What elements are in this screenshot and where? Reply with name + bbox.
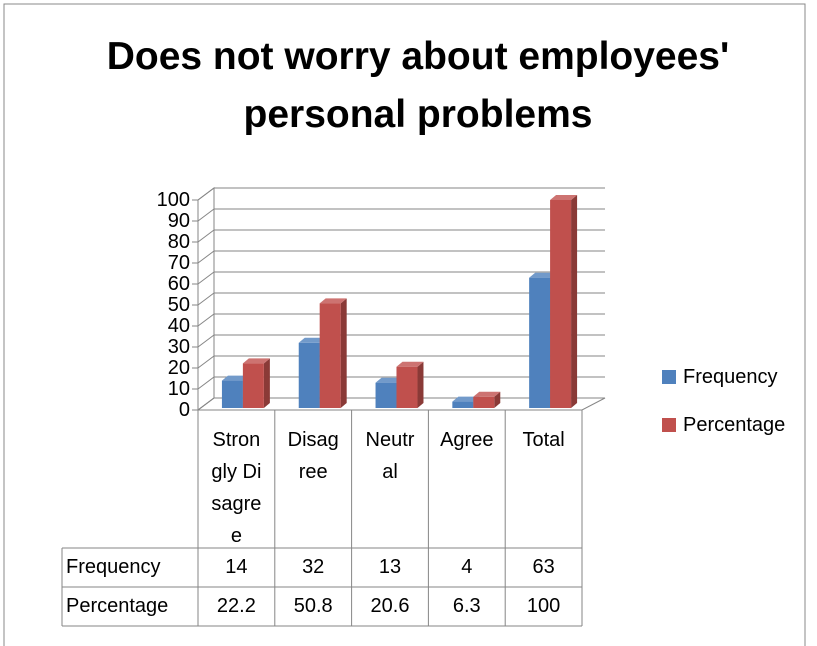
chart-border: [3, 3, 806, 646]
y-tick-label: 40: [167, 315, 190, 337]
bar-front: [221, 380, 243, 408]
bar: [473, 391, 501, 408]
grid-line: [197, 229, 605, 243]
y-tick-label: 20: [167, 357, 190, 379]
bar-front: [375, 382, 397, 408]
table-row-label: Frequency: [66, 556, 161, 578]
y-tick-label: 100: [156, 189, 190, 211]
bar-top: [550, 195, 578, 200]
bar-front: [529, 277, 551, 408]
grid-line: [197, 250, 605, 264]
bar: [550, 195, 578, 408]
bar-side: [417, 361, 424, 408]
grid-line: [197, 376, 605, 390]
bar: [242, 358, 270, 408]
table-value: 20.6: [370, 595, 410, 617]
bar-top: [298, 337, 326, 343]
x-tick-label: Disagree: [287, 429, 339, 483]
grid-line: [197, 355, 605, 369]
chart-title: Does not worry about employees' personal…: [106, 35, 730, 136]
y-tick-label: 0: [178, 399, 190, 421]
bar-top: [473, 391, 501, 397]
bar-top: [452, 396, 480, 402]
bar-front: [298, 342, 320, 408]
bar-side: [263, 358, 270, 408]
x-tick-label: Agree: [440, 429, 494, 451]
bar-front: [452, 401, 474, 408]
bar-side: [571, 195, 578, 408]
bar-top: [375, 377, 403, 383]
table-value: 13: [378, 556, 402, 578]
bar-front: [473, 396, 495, 408]
x-tick-label: Total: [522, 429, 565, 451]
table-row-label: Percentage: [66, 595, 169, 617]
grid-line: [197, 292, 605, 306]
bar-top: [242, 358, 270, 364]
bar-front: [396, 366, 418, 408]
grid-line: [197, 313, 605, 327]
y-tick-label: 80: [167, 231, 190, 253]
table-value: 14: [225, 556, 248, 578]
y-tick-label: 10: [167, 378, 190, 400]
table-value: 32: [302, 556, 325, 578]
table-value: 6.3: [452, 595, 481, 617]
legend-label: Frequency: [683, 366, 778, 388]
table-value: 50.8: [293, 595, 333, 617]
y-tick-label: 90: [167, 210, 190, 232]
grid-line: [197, 271, 605, 285]
bar-front: [319, 303, 341, 408]
legend-swatch: [662, 370, 676, 384]
bar-top: [396, 361, 424, 367]
bar-top: [319, 298, 347, 304]
bar-side: [340, 298, 347, 408]
y-tick-label: 70: [167, 252, 190, 274]
bar-side: [494, 391, 501, 408]
table-value: 4: [461, 556, 473, 578]
table-value: 22.2: [216, 595, 256, 617]
grid-line: [197, 208, 605, 222]
bar: [319, 298, 347, 408]
bar-top: [221, 375, 249, 381]
grid-line: [197, 187, 605, 201]
legend-swatch: [662, 418, 676, 432]
grid-line: [197, 334, 605, 348]
x-tick-label: Strongly Disagree: [211, 429, 262, 547]
y-tick-label: 60: [167, 273, 190, 295]
x-tick-label: Neutral: [365, 429, 415, 483]
y-tick-label: 30: [167, 336, 190, 358]
floor: [196, 397, 606, 411]
table-value: 100: [526, 595, 561, 617]
legend-label: Percentage: [683, 414, 786, 436]
bar-top: [529, 272, 557, 278]
y-tick-label: 50: [167, 294, 190, 316]
bar-front: [550, 200, 572, 408]
bar-front: [242, 363, 264, 408]
bar: [396, 361, 424, 408]
table-value: 63: [532, 556, 555, 578]
